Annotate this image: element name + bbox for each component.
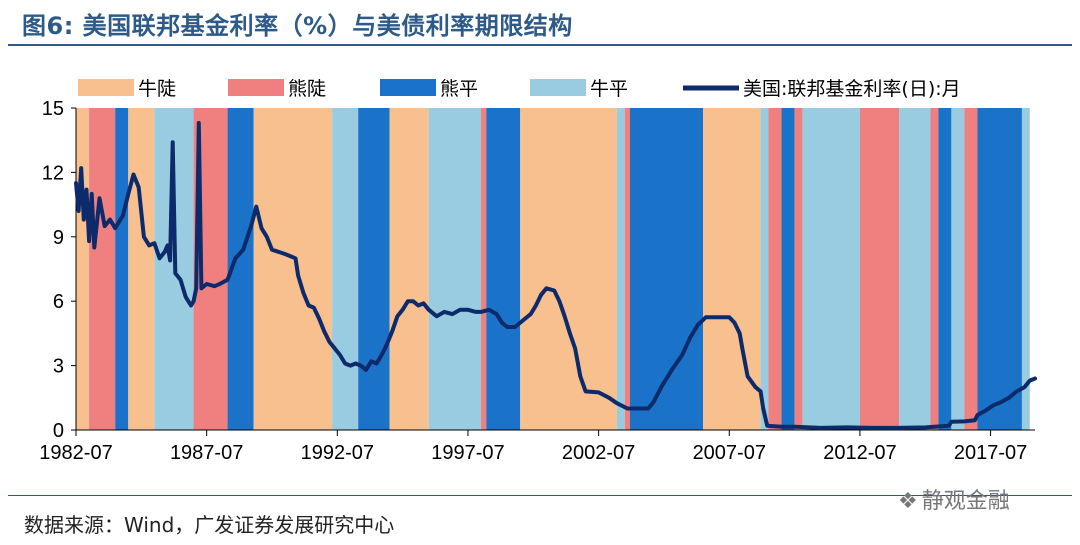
regime-band-bear-steep: [859, 108, 900, 430]
legend-swatch-bear-flat: [380, 79, 436, 96]
regime-band-bear-flat: [358, 108, 390, 430]
legend-label: 熊平: [440, 78, 478, 100]
regime-band-bull-flat: [899, 108, 931, 430]
regime-band-bear-flat: [938, 108, 952, 430]
y-tick-label: 3: [53, 356, 64, 378]
watermark: ❖ 静观金融: [898, 483, 1010, 515]
regime-band-bull-steep: [703, 108, 761, 430]
legend-swatch-bull-steep: [78, 79, 134, 96]
regime-band-bear-steep: [930, 108, 939, 430]
x-tick-label: 2012-07: [823, 442, 896, 464]
y-tick-label: 15: [42, 98, 64, 120]
x-tick-label: 1997-07: [431, 442, 504, 464]
source-note: 数据来源：Wind，广发证券发展研究中心: [24, 513, 395, 537]
regime-band-bear-steep: [481, 108, 487, 430]
regime-band-bear-steep: [768, 108, 782, 430]
regime-band-bear-steep: [624, 108, 630, 430]
regime-band-bear-steep: [794, 108, 803, 430]
regime-band-bull-flat: [760, 108, 769, 430]
x-tick-label: 1982-07: [39, 442, 112, 464]
regime-band-bull-steep: [76, 108, 90, 430]
legend-swatch-bear-steep: [228, 79, 284, 96]
regime-band-bull-flat: [802, 108, 860, 430]
x-tick-label: 2002-07: [562, 442, 635, 464]
y-tick-label: 9: [53, 227, 64, 249]
regime-band-bull-flat: [332, 108, 359, 430]
regime-band-bull-steep: [253, 108, 333, 430]
x-tick-label: 1992-07: [301, 442, 374, 464]
legend-label: 熊陡: [288, 78, 326, 100]
title-divider: [8, 44, 1072, 46]
wechat-icon: ❖: [898, 489, 918, 514]
regime-band-bull-steep: [520, 108, 617, 430]
x-tick-label: 2007-07: [693, 442, 766, 464]
x-tick-label: 1987-07: [170, 442, 243, 464]
series-layer: [74, 121, 1037, 430]
regime-band-bear-flat: [781, 108, 795, 430]
legend: 牛陡 熊陡 熊平 牛平 美国:联邦基金利率(日):月: [78, 78, 961, 100]
legend-label: 美国:联邦基金利率(日):月: [743, 78, 961, 100]
regime-band-bull-flat: [1021, 108, 1030, 430]
regime-band-bull-flat: [951, 108, 965, 430]
regime-band-bear-flat: [115, 108, 129, 430]
regime-band-bull-flat: [616, 108, 625, 430]
regime-bands: [76, 108, 1030, 430]
regime-band-bear-flat: [486, 108, 521, 430]
legend-swatch-bull-flat: [530, 79, 586, 96]
legend-label: 牛陡: [138, 78, 176, 100]
watermark-text: 静观金融: [921, 489, 1010, 514]
regime-band-bear-steep: [89, 108, 116, 430]
y-tick-label: 6: [53, 291, 64, 313]
legend-label: 牛平: [590, 78, 628, 100]
x-tick-label: 2017-07: [954, 442, 1027, 464]
source-divider: [8, 495, 1072, 496]
y-tick-label: 0: [53, 420, 64, 442]
axes: 0 3 6 9 12 15 1982-07 1987-07 1992-07 1997-07 2002…: [39, 98, 1035, 464]
series-line-fed-funds-rate: [74, 121, 1037, 430]
regime-band-bull-steep: [128, 108, 155, 430]
chart-title: 图6: 美国联邦基金利率（%）与美债利率期限结构: [22, 12, 573, 40]
y-tick-label: 12: [42, 162, 64, 184]
regime-band-bear-steep: [964, 108, 978, 430]
regime-band-bull-steep: [389, 108, 429, 430]
chart-area: 牛陡 熊陡 熊平 牛平 美国:联邦基金利率(日):月 0 3 6 9 12 15 1982-07 19…: [39, 78, 1037, 464]
regime-band-bear-flat: [977, 108, 1022, 430]
regime-band-bull-flat: [428, 108, 482, 430]
